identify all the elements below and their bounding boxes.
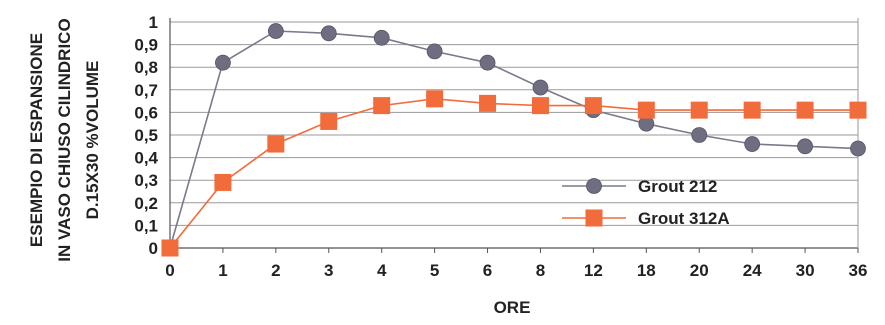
series-2-point: [637, 101, 655, 119]
legend: Grout 212 Grout 312A: [562, 177, 730, 228]
y-tick-labels: 0 0,1 0,2 0,3 0,4 0,5 0,6 0,7 0,8 0,9 1: [134, 13, 158, 258]
y-axis-title-line-2: IN VASO CHIUSO CILINDRICO: [55, 18, 74, 261]
series-1-point: [426, 43, 443, 60]
x-tick-label: 2: [271, 261, 280, 280]
x-tick-label: 20: [690, 261, 709, 280]
x-tick-label: 1: [218, 261, 227, 280]
series-2-point: [214, 173, 232, 191]
series: [161, 23, 867, 257]
series-1-point: [797, 138, 813, 155]
x-tick-label: 4: [377, 261, 387, 280]
series-2-point: [849, 101, 867, 119]
y-tick-label: 0,4: [134, 149, 158, 168]
y-tick-label: 1: [149, 13, 158, 32]
y-tick-label: 0,7: [134, 81, 158, 100]
y-tick-label: 0,1: [134, 216, 158, 235]
series-1-point: [744, 136, 761, 152]
y-tick-label: 0,8: [134, 58, 158, 77]
x-axis-title: ORE: [494, 298, 531, 317]
y-tick-label: 0,6: [134, 103, 158, 122]
legend-label-2: Grout 312A: [638, 209, 730, 228]
series-2-point: [796, 101, 814, 119]
x-tick-label: 6: [483, 261, 492, 280]
series-2-point: [426, 90, 444, 108]
legend-label-1: Grout 212: [638, 177, 717, 196]
y-tick-label: 0,3: [134, 171, 158, 190]
x-tick-label: 5: [430, 261, 439, 280]
series-2-point: [161, 239, 179, 257]
x-tick-label: 24: [743, 261, 762, 280]
series-2-point: [743, 101, 761, 119]
legend-marker-2: [585, 209, 603, 227]
series-2-point: [267, 135, 285, 153]
series-2-point: [373, 97, 391, 115]
x-tick-label: 36: [849, 261, 868, 280]
series-2-point: [584, 97, 602, 115]
x-tick-labels: 0 1 2 3 4 5 6 8 12 18 20 24 30 36: [165, 261, 867, 280]
y-axis-title: ESEMPIO DI ESPANSIONE IN VASO CHIUSO CIL…: [27, 18, 102, 261]
series-1-point: [267, 23, 284, 39]
series-1-point: [532, 79, 549, 96]
series-1-point: [373, 29, 390, 46]
y-axis-title-line-1: ESEMPIO DI ESPANSIONE: [27, 33, 46, 247]
series-2-point: [690, 101, 708, 119]
x-tick-label: 30: [796, 261, 815, 280]
grid: [170, 21, 858, 226]
series-1-point: [320, 25, 337, 42]
x-tick-label: 8: [536, 261, 545, 280]
legend-marker-1: [586, 178, 602, 194]
series-1-point: [215, 54, 231, 71]
x-tick-label: 18: [637, 261, 656, 280]
y-tick-label: 0,5: [134, 126, 158, 145]
series-line-1: [169, 30, 859, 249]
x-tick-label: 3: [324, 261, 333, 280]
y-axis-title-line-3: D.15X30 %VOLUME: [83, 61, 102, 220]
y-tick-label: 0,9: [134, 36, 158, 55]
y-tick-label: 0: [149, 239, 158, 258]
x-tick-label: 0: [165, 261, 174, 280]
series-2-point: [320, 112, 338, 130]
series-2-point: [479, 94, 497, 112]
x-tick-label: 12: [584, 261, 603, 280]
series-line-2: [169, 97, 858, 249]
y-tick-label: 0,2: [134, 194, 158, 213]
series-1-point: [691, 127, 708, 143]
series-1-point: [850, 140, 866, 157]
axes: [169, 18, 859, 253]
series-1-point: [479, 54, 496, 71]
series-2-point: [531, 97, 549, 115]
